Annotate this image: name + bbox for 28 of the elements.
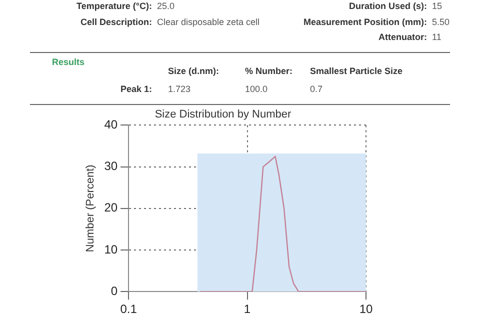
text: Peak 1: [120, 84, 152, 94]
x-tick-label: 1 [244, 302, 251, 316]
y-axis-title: Number (Percent) [84, 164, 97, 252]
y-tick-label: 10 [104, 242, 118, 256]
x-tick-label: 10 [359, 302, 373, 316]
text: Size (d.nm): [168, 66, 219, 76]
text: 11 [432, 32, 442, 42]
y-tick-label: 0 [110, 284, 118, 298]
x-tick-label: 0.1 [120, 302, 138, 316]
text: Cell Description: [80, 17, 152, 27]
chart-title: Size Distribution by Number [154, 108, 292, 121]
text: 5.50 [432, 17, 450, 27]
y-tick-label: 30 [104, 159, 118, 174]
text: Duration Used (s): [348, 1, 427, 11]
text: Measurement Position (mm): [303, 17, 427, 27]
text: Smallest Particle Size [310, 66, 403, 76]
text: Clear disposable zeta cell [157, 17, 260, 27]
text: 25.0 [157, 1, 175, 11]
text: % Number: [245, 66, 293, 76]
text: 0.7 [310, 84, 323, 94]
y-tick-label: 20 [104, 200, 118, 215]
text: 15 [432, 1, 442, 11]
text: Attenuator: [378, 32, 427, 42]
text: 1.723 [168, 84, 191, 94]
y-tick-label: 40 [104, 118, 118, 132]
text: 100.0 [245, 84, 268, 94]
text: Temperature (°C): [76, 1, 152, 11]
text: Results [52, 57, 85, 67]
